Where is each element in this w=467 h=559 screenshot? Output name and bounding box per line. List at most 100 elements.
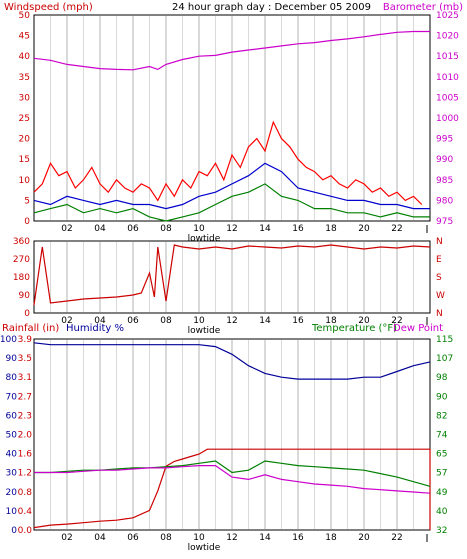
x-tick-label: 16 <box>292 533 304 543</box>
x-tick-label: 14 <box>259 316 271 326</box>
series-line-4 <box>33 183 430 222</box>
rainfall-tick-label: 1.6 <box>18 450 33 460</box>
rainfall-tick-label: 2.0 <box>18 431 33 441</box>
direction-tick-label: 270 <box>13 255 30 265</box>
windspeed-tick-label: 40 <box>19 52 31 62</box>
x-tick-label: 20 <box>358 316 370 326</box>
x-tick-label: 06 <box>127 533 139 543</box>
x-tick-label: 22 <box>391 316 402 326</box>
dewpoint-axis-title: Dew Point <box>393 323 443 334</box>
rainfall-tick-label: 3.1 <box>18 373 32 383</box>
temperature-tick-label: 82 <box>436 411 447 421</box>
x-tick-label: 08 <box>160 224 172 234</box>
barometer-tick-label: 1020 <box>436 32 459 42</box>
humidity-tick-label: 100 <box>0 335 17 345</box>
rainfall-tick-label: 0.0 <box>18 526 33 536</box>
rainfall-tick-label: 3.9 <box>18 335 33 345</box>
windspeed-tick-label: 0 <box>24 217 30 227</box>
x-tick-label: 20 <box>358 533 370 543</box>
temperature-tick-label: 107 <box>436 354 453 364</box>
humidity-tick-label: 80 <box>6 373 18 383</box>
rainfall-tick-label: 0.8 <box>18 488 33 498</box>
temperature-tick-label: 65 <box>436 450 447 460</box>
windspeed-tick-label: 15 <box>19 155 30 165</box>
x-tick-label: 02 <box>61 533 72 543</box>
windspeed-tick-label: 10 <box>19 176 31 186</box>
series-line-3 <box>33 162 430 210</box>
x-tick-label: 10 <box>193 316 205 326</box>
barometer-tick-label: 1005 <box>436 93 459 103</box>
windspeed-tick-label: 45 <box>19 32 30 42</box>
x-marker-label: lowtide <box>188 543 221 553</box>
x-tick-label: 08 <box>160 533 172 543</box>
humidity-tick-label: 40 <box>6 450 18 460</box>
direction-tick-label: 360 <box>13 237 30 247</box>
windspeed-tick-label: 50 <box>19 11 31 21</box>
windspeed-tick-label: 5 <box>24 196 30 206</box>
temperature-tick-label: 57 <box>436 469 447 479</box>
lower-series-line-4 <box>34 465 431 494</box>
barometer-tick-label: 975 <box>436 217 453 227</box>
humidity-axis-title: Humidity % <box>66 323 124 334</box>
humidity-tick-label: 30 <box>6 469 18 479</box>
rainfall-tick-label: 1.2 <box>18 469 32 479</box>
humidity-tick-label: 60 <box>6 411 18 421</box>
rainfall-tick-label: 2.7 <box>18 392 32 402</box>
x-tick-label: 12 <box>226 224 237 234</box>
humidity-tick-label: 70 <box>6 392 18 402</box>
humidity-tick-label: 90 <box>6 354 18 364</box>
x-tick-label: 12 <box>226 316 237 326</box>
temperature-tick-label: 74 <box>436 431 448 441</box>
x-tick-label: 06 <box>127 224 139 234</box>
temperature-tick-label: 49 <box>436 488 448 498</box>
humidity-tick-label: 20 <box>6 488 18 498</box>
x-tick-label: 04 <box>94 316 106 326</box>
x-tick-label: 20 <box>358 224 370 234</box>
barometer-tick-label: 990 <box>436 155 453 165</box>
left-axis-title: Windspeed (mph) <box>4 2 93 13</box>
chart-title: 24 hour graph day : December 05 2009 <box>172 2 371 13</box>
rainfall-tick-label: 3.5 <box>18 354 32 364</box>
x-tick-label: 10 <box>193 533 205 543</box>
x-tick-label: 18 <box>325 316 337 326</box>
x-tick-label: 22 <box>391 533 402 543</box>
barometer-tick-label: 995 <box>436 135 453 145</box>
humidity-tick-label: 50 <box>6 431 18 441</box>
rainfall-tick-label: 2.3 <box>18 411 32 421</box>
compass-tick-label: S <box>436 273 442 283</box>
temperature-tick-label: 90 <box>436 392 448 402</box>
windspeed-tick-label: 30 <box>19 93 31 103</box>
direction-tick-label: 180 <box>13 273 30 283</box>
barometer-tick-label: 980 <box>436 196 453 206</box>
rainfall-axis-title: Rainfall (in) <box>2 323 59 334</box>
temperature-tick-label: 115 <box>436 335 453 345</box>
windspeed-tick-label: 20 <box>19 135 31 145</box>
x-tick-label: 16 <box>292 224 304 234</box>
x-tick-label: 06 <box>127 316 139 326</box>
barometer-tick-label: 1010 <box>436 73 459 83</box>
x-tick-label: 02 <box>61 224 72 234</box>
x-tick-label: 16 <box>292 316 304 326</box>
x-tick-label: 04 <box>94 224 106 234</box>
x-tick-label: 14 <box>259 224 271 234</box>
series-line-2 <box>33 120 423 205</box>
barometer-tick-label: 985 <box>436 176 453 186</box>
x-marker-label: lowtide <box>188 234 221 244</box>
compass-tick-label: E <box>436 255 442 265</box>
x-tick-label: 02 <box>61 316 72 326</box>
x-tick-label: 18 <box>325 533 337 543</box>
windspeed-tick-label: 35 <box>19 73 30 83</box>
series-line-1 <box>33 30 430 71</box>
x-tick-label: 12 <box>226 533 237 543</box>
x-tick-label: 22 <box>391 224 402 234</box>
direction-tick-label: 90 <box>19 291 31 301</box>
humidity-tick-label: 10 <box>6 507 18 517</box>
rainfall-tick-label: 0.4 <box>18 507 33 517</box>
windspeed-tick-label: 25 <box>19 114 30 124</box>
barometer-tick-label: 1000 <box>436 114 459 124</box>
temperature-tick-label: 32 <box>436 526 447 536</box>
compass-tick-label: W <box>436 291 445 301</box>
barometer-tick-label: 1015 <box>436 52 459 62</box>
direction-line-1 <box>33 244 431 306</box>
x-tick-label: 08 <box>160 316 172 326</box>
